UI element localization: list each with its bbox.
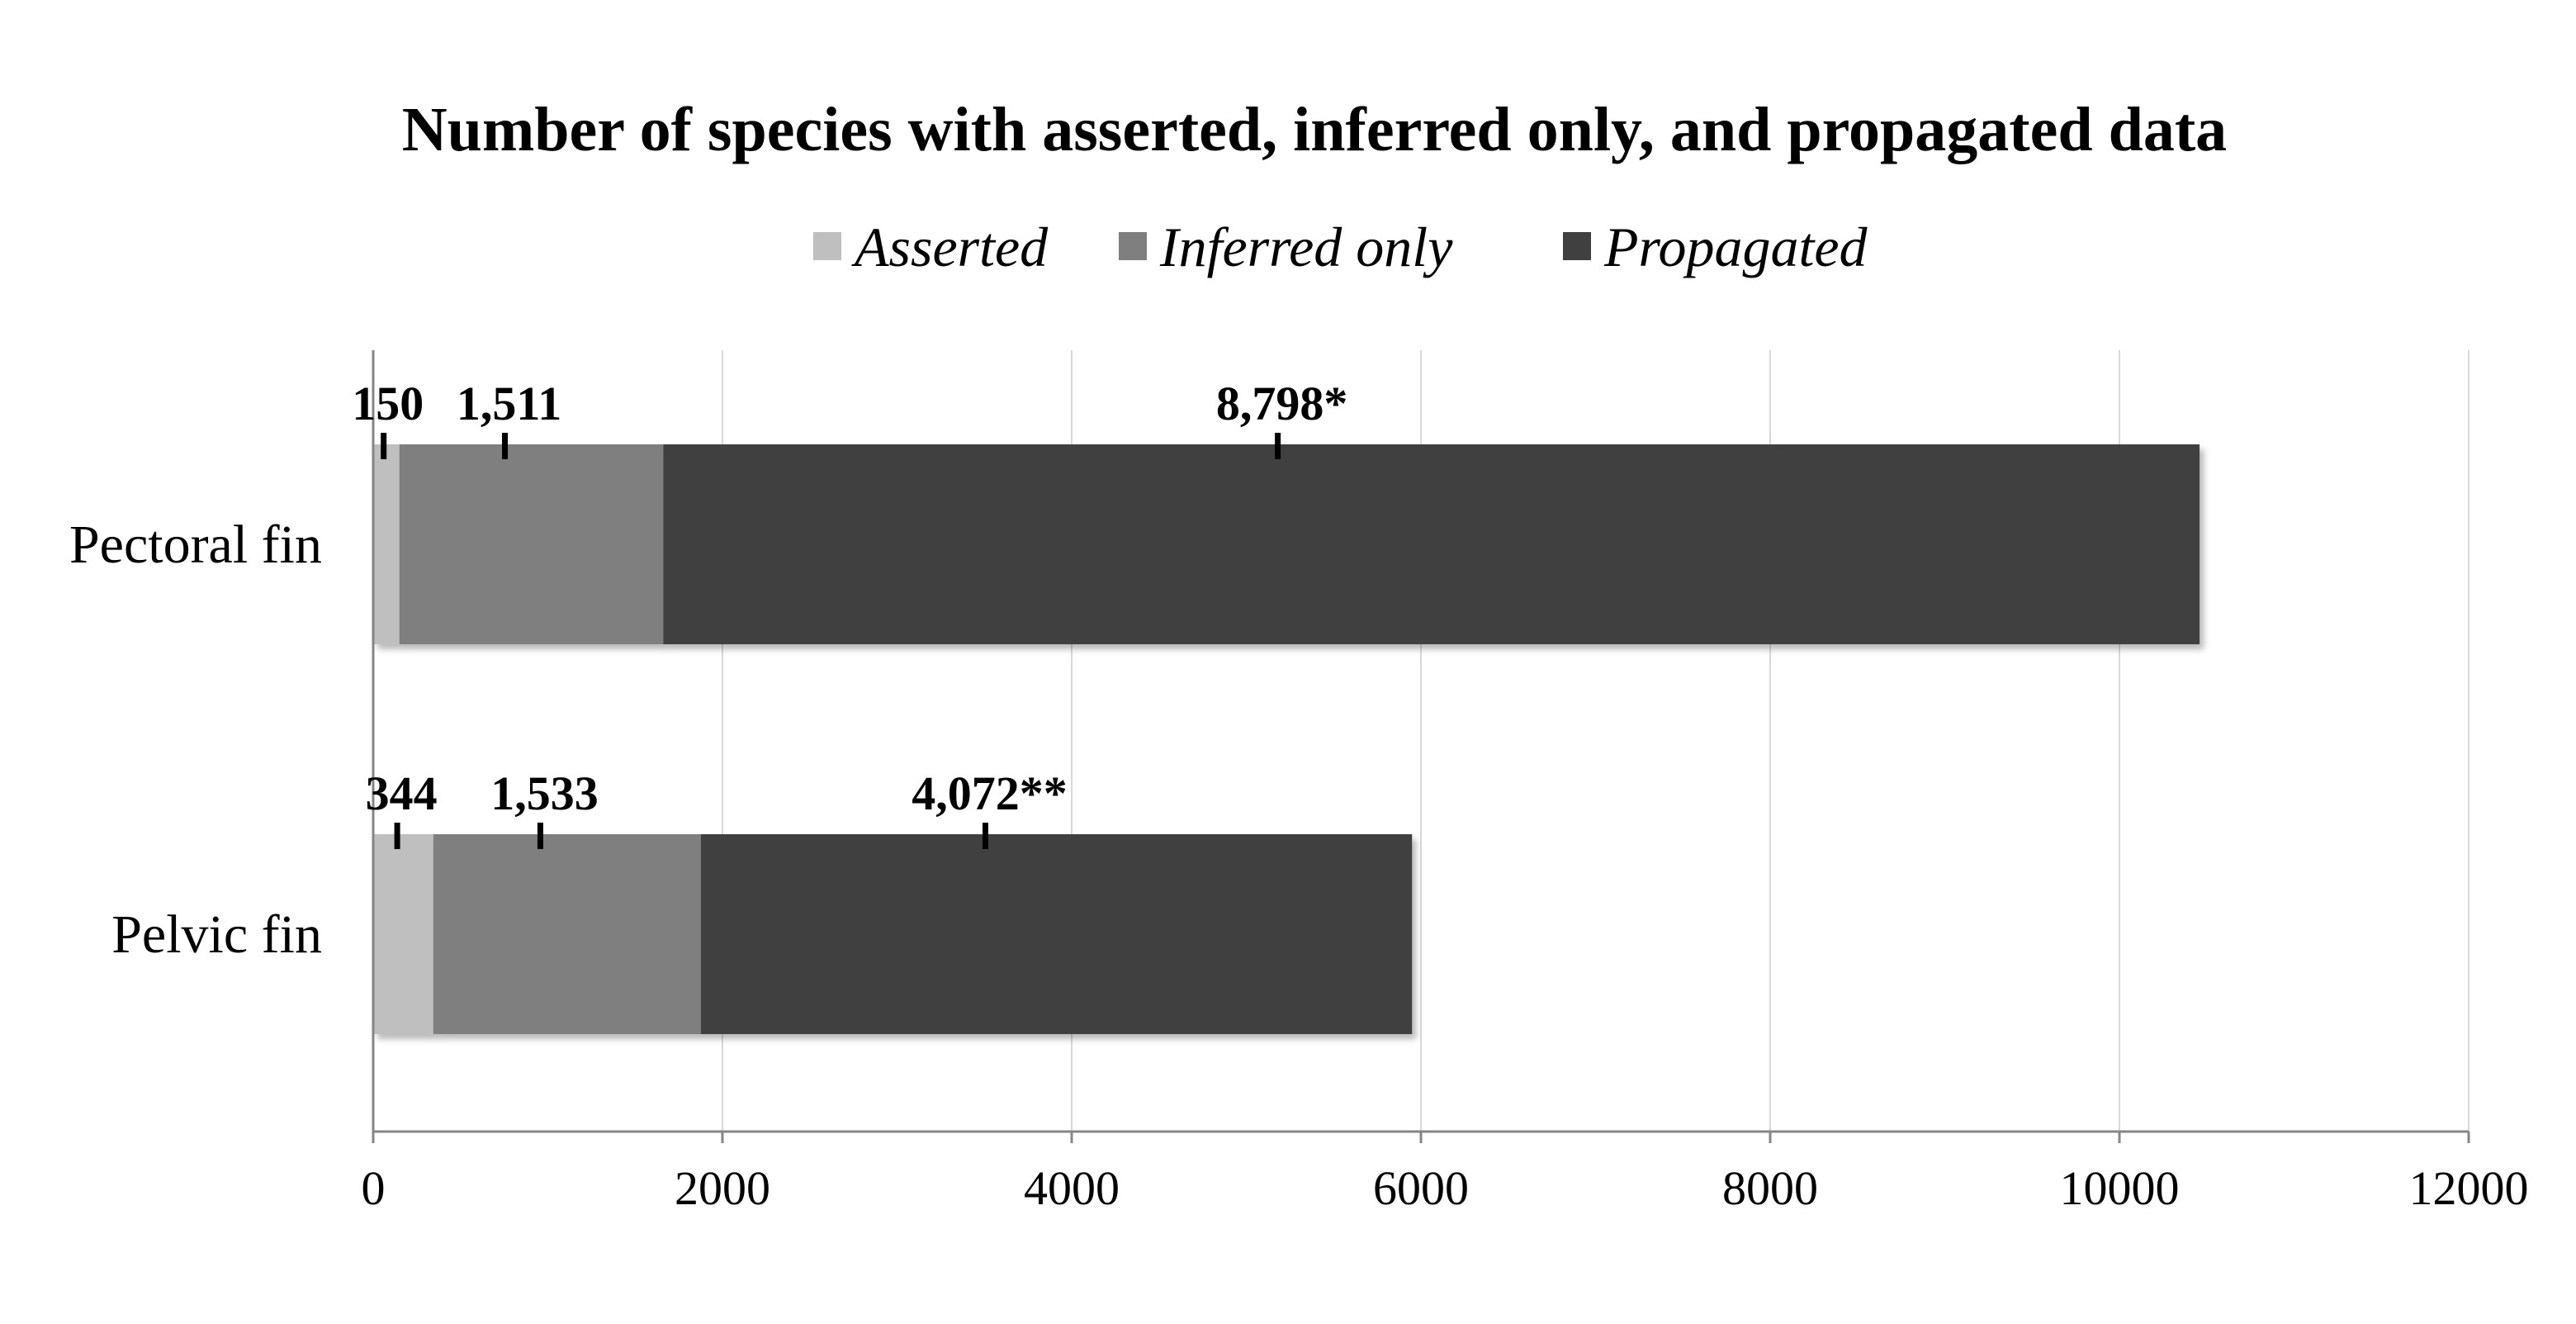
data-label-pectoral-fin-asserted: 150: [352, 377, 424, 430]
x-tick-label-6000: 6000: [1373, 1161, 1469, 1215]
bar-group-pectoral-fin: [373, 444, 2200, 644]
bar-pelvic-fin-asserted: [373, 834, 433, 1034]
bar-pelvic-fin-inferred-only: [433, 834, 701, 1034]
chart-title: Number of species with asserted, inferre…: [402, 95, 2227, 164]
bar-pectoral-fin-propagated: [663, 444, 2200, 644]
legend-label-propagated: Propagated: [1603, 216, 1868, 278]
legend-swatch-asserted: [813, 232, 841, 260]
bar-group-pelvic-fin: [373, 834, 1413, 1034]
x-tick-label-2000: 2000: [675, 1161, 770, 1215]
data-label-pelvic-fin-asserted: 344: [366, 766, 438, 820]
x-tick-label-12000: 12000: [2409, 1161, 2529, 1215]
legend-swatch-propagated: [1563, 232, 1591, 260]
data-label-pectoral-fin-propagated: 8,798*: [1216, 377, 1348, 430]
legend: Asserted Inferred only Propagated: [813, 216, 1868, 278]
legend-label-asserted: Asserted: [851, 216, 1049, 278]
axes: [372, 350, 2470, 1143]
data-label-pelvic-fin-inferred-only: 1,533: [490, 766, 599, 820]
bar-pectoral-fin-inferred-only: [399, 444, 664, 644]
bar-pectoral-fin-asserted: [373, 444, 400, 644]
x-tick-label-0: 0: [362, 1161, 386, 1215]
x-tick-label-10000: 10000: [2060, 1161, 2180, 1215]
legend-swatch-inferred-only: [1119, 232, 1147, 260]
x-tick-label-4000: 4000: [1024, 1161, 1120, 1215]
legend-label-inferred-only: Inferred only: [1159, 216, 1453, 278]
bars: [373, 444, 2200, 1034]
data-label-pelvic-fin-propagated: 4,072**: [912, 766, 1068, 820]
category-label-pectoral-fin: Pectoral fin: [69, 515, 322, 575]
data-label-pectoral-fin-inferred-only: 1,511: [457, 377, 561, 430]
category-labels: Pectoral fin Pelvic fin: [69, 515, 322, 965]
x-tick-labels: 0 2000 4000 6000 8000 10000 12000: [362, 1161, 2529, 1215]
bar-pelvic-fin-propagated: [700, 834, 1413, 1034]
data-labels: 150 1,511 8,798* 344 1,533 4,072**: [352, 377, 1347, 849]
category-label-pelvic-fin: Pelvic fin: [111, 904, 322, 965]
x-tick-label-8000: 8000: [1722, 1161, 1818, 1215]
